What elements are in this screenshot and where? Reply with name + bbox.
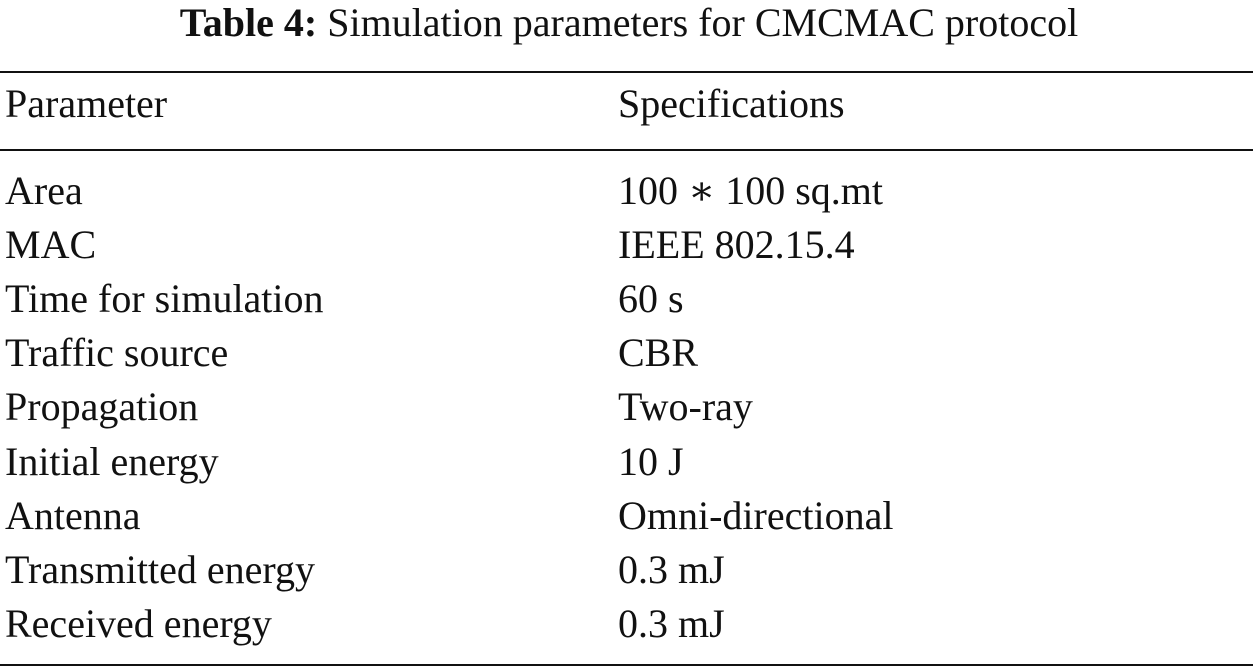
table-row: Propagation Two-ray [0, 381, 1253, 433]
header-parameter: Parameter [5, 81, 168, 126]
header-specifications: Specifications [618, 81, 845, 126]
row-specification: Omni-directional [618, 493, 894, 538]
row-parameter: Received energy [5, 601, 272, 646]
row-parameter: Antenna [5, 493, 141, 538]
table-top-rule [0, 71, 1253, 73]
row-specification: 0.3 mJ [618, 601, 725, 646]
row-specification: 100 ∗ 100 sq.mt [618, 168, 883, 213]
table-caption-text: Simulation parameters for CMCMAC protoco… [327, 0, 1079, 45]
row-specification: 10 J [618, 439, 684, 484]
table-row: Traffic source CBR [0, 327, 1253, 379]
row-parameter: Initial energy [5, 439, 219, 484]
table-header-row: Parameter Specifications [0, 78, 1253, 130]
row-specification: IEEE 802.15.4 [618, 222, 855, 267]
row-parameter: Propagation [5, 384, 199, 429]
table-row: Received energy 0.3 mJ [0, 598, 1253, 650]
row-specification: Two-ray [618, 384, 753, 429]
row-parameter: Area [5, 168, 83, 213]
table-row: Initial energy 10 J [0, 436, 1253, 488]
table-caption-label: Table 4: [179, 0, 318, 45]
table-row: Transmitted energy 0.3 mJ [0, 544, 1253, 596]
table-header-rule [0, 149, 1253, 151]
row-parameter: Transmitted energy [5, 547, 315, 592]
table-row: Area 100 ∗ 100 sq.mt [0, 165, 1253, 217]
table-row: Antenna Omni-directional [0, 490, 1253, 542]
row-specification: 60 s [618, 276, 684, 321]
row-specification: 0.3 mJ [618, 547, 725, 592]
table-bottom-rule [0, 664, 1253, 666]
row-specification: CBR [618, 330, 699, 375]
row-parameter: Traffic source [5, 330, 229, 375]
table-caption: Table 4: Simulation parameters for CMCMAC… [0, 0, 1258, 46]
table-row: Time for simulation 60 s [0, 273, 1253, 325]
row-parameter: Time for simulation [5, 276, 324, 321]
table-row: MAC IEEE 802.15.4 [0, 219, 1253, 271]
row-parameter: MAC [5, 222, 97, 267]
